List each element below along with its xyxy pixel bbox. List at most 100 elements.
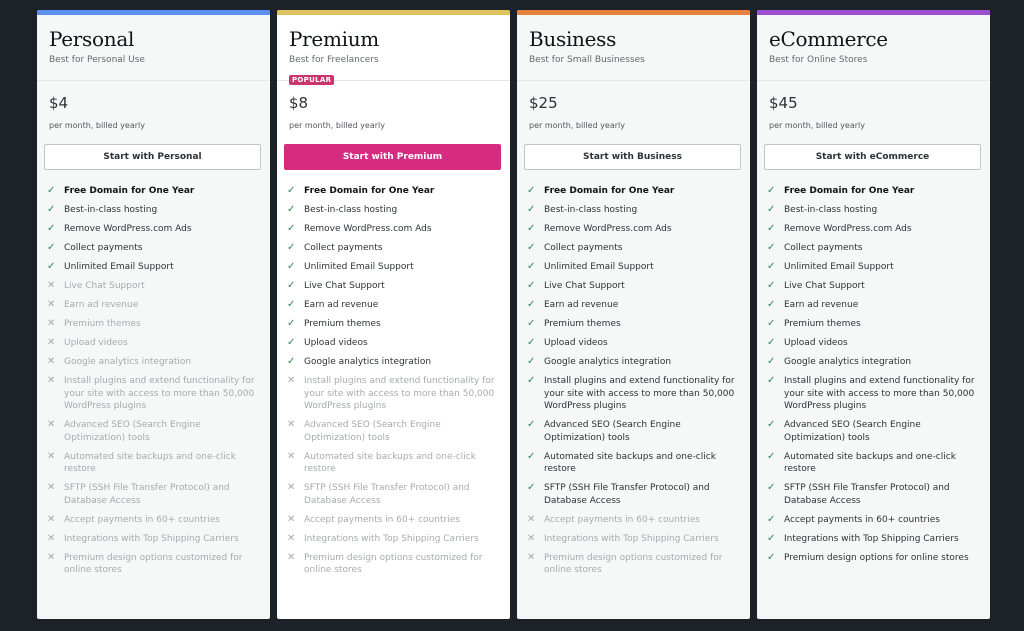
- feature-label: Best-in-class hosting: [64, 205, 158, 215]
- feature-label: Integrations with Top Shipping Carriers: [64, 533, 239, 544]
- feature-item: ✓ Live Chat Support: [767, 280, 982, 293]
- feature-label: Accept payments in 60+ countries: [64, 514, 220, 525]
- feature-label: Google analytics integration: [544, 357, 672, 367]
- feature-item: ✓ Free Domain for One Year: [287, 185, 502, 198]
- feature-item: ✓ Install plugins and extend functionalit…: [767, 375, 982, 413]
- feature-item: ✕ Accept payments in 60+ countries: [287, 514, 502, 527]
- cross-icon: ✕: [287, 450, 296, 462]
- feature-label: Free Domain for One Year: [304, 186, 435, 196]
- feature-item: ✓ Unlimited Email Support: [287, 261, 502, 274]
- cross-icon: ✕: [287, 532, 296, 544]
- cross-icon: ✕: [287, 482, 296, 493]
- feature-label: Integrations with Top Shipping Carriers: [784, 533, 959, 544]
- feature-item: ✓ Automated site backups and one-click re…: [527, 451, 742, 476]
- feature-item: ✓ Free Domain for One Year: [47, 185, 262, 198]
- start-premium-button[interactable]: Start with Premium: [284, 144, 501, 170]
- feature-item: ✓ Collect payments: [767, 242, 982, 255]
- feature-item: ✓ Advanced SEO (Search Engine Optimizatio…: [767, 419, 982, 444]
- feature-label: Upload videos: [784, 338, 848, 348]
- feature-label: Upload videos: [304, 338, 368, 348]
- feature-label: Free Domain for One Year: [784, 186, 915, 196]
- feature-item: ✕ Integrations with Top Shipping Carriers: [287, 533, 502, 546]
- check-icon: ✓: [527, 204, 536, 215]
- feature-label: Free Domain for One Year: [64, 186, 195, 196]
- cross-icon: ✕: [47, 280, 56, 291]
- plan-name: eCommerce: [769, 27, 888, 51]
- check-icon: ✓: [767, 223, 776, 234]
- check-icon: ✓: [47, 242, 56, 253]
- feature-label: Automated site backups and one-click res…: [784, 451, 956, 475]
- cross-icon: ✕: [47, 375, 56, 386]
- feature-item: ✓ Upload videos: [767, 337, 982, 350]
- feature-item: ✕ SFTP (SSH File Transfer Protocol) and D…: [287, 482, 502, 507]
- billing-period: per month, billed yearly: [289, 121, 385, 130]
- feature-list: ✓ Free Domain for One Year ✓ Best-in-class …: [767, 185, 982, 571]
- feature-label: Collect payments: [64, 243, 143, 253]
- feature-label: Collect payments: [784, 243, 863, 253]
- feature-label: Earn ad revenue: [304, 300, 379, 310]
- plan-divider: [757, 80, 990, 81]
- feature-item: ✓ Remove WordPress.com Ads: [287, 223, 502, 236]
- feature-label: Advanced SEO (Search Engine Optimization…: [544, 420, 681, 443]
- cross-icon: ✕: [47, 482, 56, 493]
- feature-item: ✕ Premium design options customized for o…: [287, 552, 502, 577]
- check-icon: ✓: [47, 261, 56, 272]
- plan-name: Personal: [49, 27, 135, 51]
- cross-icon: ✕: [47, 356, 56, 367]
- check-icon: ✓: [767, 318, 776, 329]
- feature-item: ✓ Best-in-class hosting: [47, 204, 262, 217]
- check-icon: ✓: [527, 280, 536, 291]
- cross-icon: ✕: [47, 318, 56, 329]
- start-ecommerce-button[interactable]: Start with eCommerce: [764, 144, 981, 170]
- check-icon: ✓: [287, 280, 296, 291]
- check-icon: ✓: [287, 261, 296, 272]
- feature-label: Automated site backups and one-click res…: [544, 451, 716, 475]
- feature-label: Google analytics integration: [64, 357, 192, 367]
- check-icon: ✓: [767, 513, 776, 525]
- check-icon: ✓: [287, 318, 296, 329]
- feature-label: SFTP (SSH File Transfer Protocol) and Da…: [544, 483, 710, 506]
- feature-label: Live Chat Support: [544, 281, 625, 291]
- feature-label: Install plugins and extend functionality…: [64, 376, 255, 411]
- check-icon: ✓: [527, 242, 536, 253]
- feature-label: Install plugins and extend functionality…: [544, 376, 735, 411]
- plan-accent-bar: [37, 10, 270, 15]
- cross-icon: ✕: [287, 375, 296, 386]
- feature-label: Google analytics integration: [304, 357, 432, 367]
- check-icon: ✓: [287, 337, 296, 348]
- feature-label: Premium design options for online stores: [784, 552, 969, 563]
- cross-icon: ✕: [287, 513, 296, 525]
- plan-tagline: Best for Freelancers: [289, 55, 379, 65]
- feature-label: Premium design options customized for on…: [544, 552, 723, 576]
- check-icon: ✓: [527, 356, 536, 367]
- start-personal-button[interactable]: Start with Personal: [44, 144, 261, 170]
- feature-item: ✕ Automated site backups and one-click re…: [47, 451, 262, 476]
- cross-icon: ✕: [287, 551, 296, 563]
- feature-label: Integrations with Top Shipping Carriers: [544, 533, 719, 544]
- feature-item: ✓ Premium design options for online store…: [767, 552, 982, 565]
- feature-item: ✕ Integrations with Top Shipping Carriers: [527, 533, 742, 546]
- feature-label: Remove WordPress.com Ads: [64, 224, 192, 234]
- check-icon: ✓: [287, 223, 296, 234]
- plan-name: Business: [529, 27, 617, 51]
- feature-item: ✓ Upload videos: [527, 337, 742, 350]
- check-icon: ✓: [287, 299, 296, 310]
- start-business-button[interactable]: Start with Business: [524, 144, 741, 170]
- feature-label: Advanced SEO (Search Engine Optimization…: [64, 420, 201, 443]
- cross-icon: ✕: [47, 513, 56, 525]
- feature-label: Free Domain for One Year: [544, 186, 675, 196]
- cross-icon: ✕: [47, 450, 56, 462]
- plan-accent-bar: [517, 10, 750, 15]
- check-icon: ✓: [47, 223, 56, 234]
- plan-tagline: Best for Online Stores: [769, 55, 868, 65]
- check-icon: ✓: [527, 450, 536, 462]
- feature-label: Live Chat Support: [64, 281, 145, 291]
- check-icon: ✓: [767, 242, 776, 253]
- check-icon: ✓: [767, 261, 776, 272]
- feature-item: ✓ Upload videos: [287, 337, 502, 350]
- feature-label: Remove WordPress.com Ads: [784, 224, 912, 234]
- feature-item: ✓ Earn ad revenue: [767, 299, 982, 312]
- check-icon: ✓: [527, 375, 536, 386]
- feature-item: ✓ Collect payments: [527, 242, 742, 255]
- check-icon: ✓: [527, 419, 536, 430]
